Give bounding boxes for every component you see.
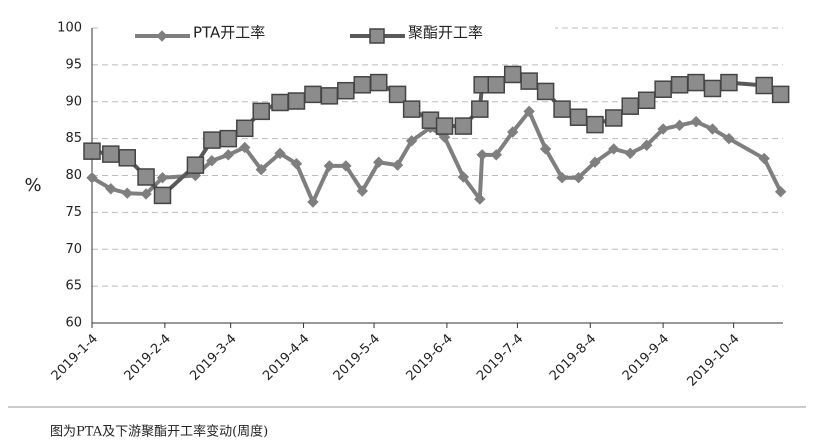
marker: [640, 139, 653, 151]
marker: [391, 159, 404, 171]
marker: [454, 117, 473, 135]
marker: [140, 188, 152, 200]
y-tick-label: 100: [57, 21, 82, 36]
marker: [255, 163, 267, 176]
marker: [307, 196, 319, 208]
marker: [274, 147, 286, 160]
y-tick-label: 60: [65, 316, 82, 331]
marker: [252, 102, 270, 121]
marker: [703, 79, 722, 98]
marker: [487, 76, 506, 94]
legend-label: PTA开工率: [193, 24, 265, 42]
marker: [654, 80, 672, 98]
marker: [105, 183, 117, 195]
legend-bg: [100, 18, 555, 40]
marker: [536, 82, 555, 101]
marker: [608, 143, 620, 155]
marker: [657, 123, 669, 135]
marker: [373, 156, 385, 168]
marker: [605, 109, 623, 127]
caption: 图为PTA及下游聚酯开工率变动(周度): [50, 424, 268, 440]
y-tick-label: 70: [65, 242, 82, 257]
marker: [203, 131, 221, 149]
marker: [323, 160, 336, 172]
y-tick-label: 80: [65, 168, 82, 183]
marker: [337, 81, 355, 100]
marker: [340, 160, 352, 172]
marker: [758, 152, 770, 165]
marker: [153, 186, 172, 205]
marker: [102, 145, 120, 163]
marker: [572, 172, 585, 184]
y-tick-label: 90: [65, 94, 82, 109]
marker: [720, 73, 738, 92]
marker: [83, 142, 101, 160]
marker: [624, 147, 636, 160]
marker: [369, 73, 388, 92]
marker: [222, 149, 235, 161]
marker: [706, 123, 719, 135]
marker: [353, 76, 372, 94]
marker: [556, 172, 568, 184]
marker: [771, 85, 790, 104]
marker: [569, 108, 588, 126]
marker: [219, 129, 238, 148]
marker: [673, 119, 686, 132]
marker: [405, 135, 418, 147]
marker: [476, 149, 488, 161]
marker: [621, 97, 639, 115]
y-tick-label: 95: [65, 57, 82, 72]
marker: [503, 65, 522, 84]
marker: [156, 172, 169, 184]
marker: [287, 92, 306, 110]
marker: [520, 72, 538, 90]
marker: [690, 115, 702, 128]
marker: [290, 157, 303, 170]
marker: [637, 91, 656, 110]
legend-marker: [156, 30, 168, 42]
marker: [435, 117, 454, 135]
marker: [589, 156, 601, 168]
marker: [86, 172, 98, 184]
marker: [402, 100, 421, 118]
marker: [490, 149, 502, 161]
marker: [239, 141, 251, 154]
marker: [474, 193, 486, 205]
y-tick-label: 85: [65, 131, 82, 146]
marker: [206, 155, 218, 167]
marker: [539, 143, 552, 155]
marker: [507, 126, 519, 138]
marker: [356, 185, 368, 197]
marker: [471, 100, 489, 118]
marker: [774, 186, 787, 198]
marker: [523, 105, 535, 118]
marker: [320, 87, 339, 105]
marker: [687, 73, 705, 92]
marker: [755, 76, 773, 95]
marker: [586, 115, 604, 134]
legend-label: 聚酯开工率: [408, 24, 483, 42]
marker: [186, 156, 205, 174]
y-axis-label: %: [24, 175, 41, 196]
marker: [121, 187, 133, 199]
marker: [388, 85, 407, 104]
y-tick-label: 65: [65, 279, 82, 294]
marker: [670, 76, 689, 94]
marker: [137, 168, 155, 186]
marker: [118, 149, 137, 167]
marker: [457, 171, 470, 183]
y-tick-label: 75: [65, 205, 82, 220]
marker: [271, 93, 289, 112]
marker: [553, 100, 571, 118]
marker: [236, 119, 254, 138]
marker: [723, 132, 735, 145]
marker: [304, 85, 322, 104]
legend-marker: [369, 28, 385, 44]
